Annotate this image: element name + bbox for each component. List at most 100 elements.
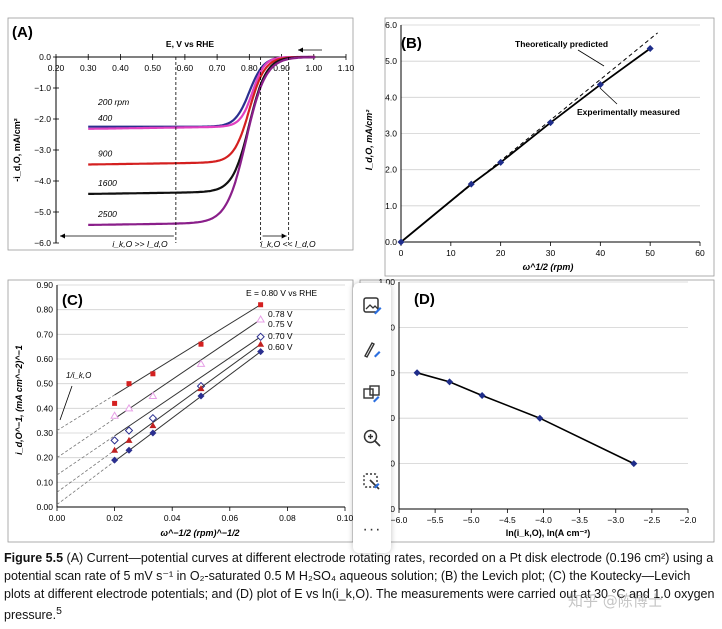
panel-c-x-tick-label: 0.06	[222, 513, 239, 523]
panel-b-x-tick-label: 30	[546, 248, 556, 258]
panel-a-right-annotation: i_k,O << I_d,O	[260, 239, 316, 249]
panel-d-point	[446, 378, 454, 386]
panel-c-extrapolation	[56, 394, 115, 431]
panel-b-x-tick-label: 10	[446, 248, 456, 258]
panel-c-y-tick-label: 0.40	[36, 403, 53, 413]
panel-a-series-label: 200 rpm	[97, 97, 129, 107]
panel-b-point	[497, 158, 505, 166]
panel-b-predicted-label: Theoretically predicted	[515, 39, 608, 49]
panel-d-point	[630, 460, 638, 468]
more-button[interactable]: ···	[357, 515, 387, 545]
panel-c-y-tick-label: 0.00	[36, 502, 53, 512]
zoom-in-button[interactable]	[357, 423, 387, 453]
panel-c-y-tick-label: 0.80	[36, 305, 53, 315]
panel-c-y-tick-label: 0.20	[36, 453, 53, 463]
panel-a-x-tick-label: 0.50	[144, 63, 161, 73]
panel-c-point	[124, 426, 134, 435]
panel-b-point	[397, 238, 405, 246]
panel-c-intercept-label: 1/i_k,O	[66, 371, 91, 380]
caption-text: (A) Current—potential curves at differen…	[4, 551, 715, 623]
panel-b-x-tick-label: 40	[596, 248, 606, 258]
panel-c-extrapolation	[56, 435, 115, 476]
panel-d-point	[413, 369, 421, 377]
panel-c-x-tick-label: 0.04	[164, 513, 181, 523]
panel-d-y-tick-label: 1.00	[378, 277, 395, 287]
panel-c-x-tick-label: 0.00	[49, 513, 66, 523]
panel-b-y-tick-label: 1.0	[385, 201, 397, 211]
panel-d-x-tick-label: −4.5	[499, 515, 516, 525]
panel-d-point	[536, 414, 544, 422]
panel-c-extrapolation	[56, 450, 115, 493]
panel-b-label: (B)	[401, 35, 422, 52]
panel-c-point	[111, 446, 119, 453]
panel-a-y-tick-label: −6.0	[34, 238, 51, 248]
panel-b-predicted-pointer	[577, 49, 605, 67]
panel-c-x-tick-label: 0.08	[279, 513, 296, 523]
panel-a-x-tick-label: 1.00	[306, 63, 323, 73]
panel-c-point	[111, 456, 119, 464]
zoom-in-icon	[363, 429, 381, 447]
panel-a-x-tick-label: 1.10	[338, 63, 355, 73]
panel-b-predicted-line	[400, 32, 658, 243]
panel-a-left-annotation: i_k,O >> I_d,O	[112, 239, 168, 249]
panel-c-series-label: 0.70 V	[268, 331, 293, 341]
panel-c-fit-line	[114, 319, 261, 420]
panel-c-y-tick-label: 0.60	[36, 354, 53, 364]
floating-toolbar: ···	[353, 283, 391, 553]
panel-b-x-tick-label: 0	[399, 248, 404, 258]
panel-a-curve	[88, 56, 316, 226]
panel-b-y-tick-label: 4.0	[385, 92, 397, 102]
panel-d-frame	[359, 279, 715, 543]
panel-b-point	[547, 119, 554, 127]
panel-b-measured-pointer	[599, 87, 618, 105]
crop-copy-button[interactable]	[357, 379, 387, 409]
panel-c-fit-line	[114, 336, 261, 437]
panel-a-y-tick-label: −2.0	[34, 114, 51, 124]
panel-c-point	[148, 413, 158, 423]
panel-d-x-tick-label: −5.5	[427, 515, 444, 525]
pen-annotate-icon	[364, 342, 381, 358]
panel-d-x-tick-label: −2.5	[643, 515, 660, 525]
image-edit-button[interactable]	[357, 291, 387, 321]
crop-copy-icon	[363, 385, 380, 403]
panel-c-point	[110, 411, 119, 419]
panel-c-extrapolation	[56, 418, 115, 458]
magic-select-icon	[363, 473, 380, 490]
panel-c-y-tick-label: 0.90	[36, 280, 53, 290]
panel-d-x-label: ln(i_k,O), ln(A cm⁻²)	[506, 528, 590, 538]
panel-c-x-tick-label: 0.10	[337, 513, 354, 523]
panel-a-label: (A)	[12, 24, 33, 41]
panel-b-x-tick-label: 50	[645, 248, 655, 258]
panel-a-title: E, V vs RHE	[166, 39, 215, 49]
panel-b-y-tick-label: 5.0	[385, 56, 397, 66]
panel-c-point	[197, 392, 205, 400]
panel-b-y-tick-label: 0.0	[385, 237, 397, 247]
panel-c-point	[256, 315, 265, 323]
panel-d-point	[478, 392, 486, 399]
image-edit-icon	[363, 297, 382, 315]
panel-b-point	[467, 180, 475, 188]
panel-c-series-label: 0.60 V	[268, 342, 293, 352]
panel-c-extrapolation	[56, 460, 115, 505]
panel-d-x-tick-label: −2.0	[680, 515, 697, 525]
panel-a-x-tick-label: 0.70	[209, 63, 226, 73]
panel-c-point	[258, 302, 264, 308]
panel-a-right-arrowhead	[281, 233, 287, 239]
panel-c-point	[149, 429, 157, 437]
annotate-button[interactable]	[357, 335, 387, 365]
panel-a-y-label: -i_d,O, mA/cm²	[12, 118, 22, 182]
panel-a-curve	[88, 55, 316, 130]
panel-a-y-tick-label: −3.0	[34, 145, 51, 155]
panel-a-frame	[7, 17, 354, 251]
panel-b-measured-label: Experimentally measured	[577, 107, 680, 117]
panel-d-label: (D)	[414, 291, 435, 308]
panel-a-series-label: 900	[98, 148, 112, 158]
magic-select-button[interactable]	[357, 467, 387, 497]
panel-c-y-tick-label: 0.10	[36, 477, 53, 487]
panel-c-point	[125, 436, 133, 443]
panel-a-y-tick-label: −1.0	[34, 83, 51, 93]
panel-a-series-label: 1600	[98, 178, 117, 188]
panel-b-y-tick-label: 3.0	[385, 129, 397, 139]
panel-c-point	[256, 332, 265, 342]
panel-b-frame	[384, 17, 715, 277]
